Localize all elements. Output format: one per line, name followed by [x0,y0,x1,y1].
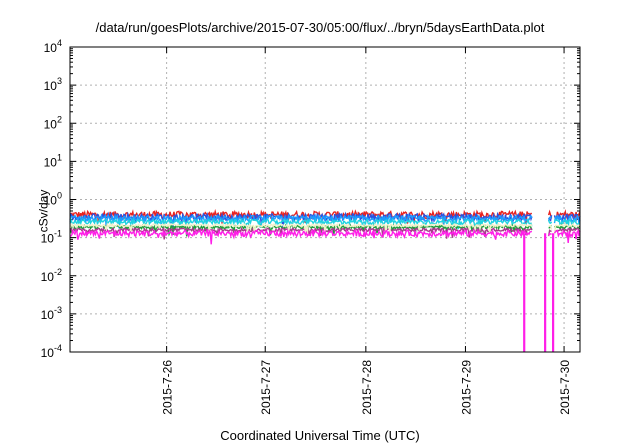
series-line-7 [69,227,581,245]
x-tick-label: 2015-7-30 [558,360,572,415]
y-tick-label: 10-1 [41,229,62,246]
y-tick-label: 10-4 [41,343,62,360]
x-tick-label: 2015-7-29 [459,360,473,415]
chart-title: /data/run/goesPlots/archive/2015-07-30/0… [95,20,545,35]
y-tick-label: 100 [44,191,62,208]
x-tick-label: 2015-7-26 [161,360,175,415]
series-line-3 [69,216,581,230]
y-tick-label: 104 [44,38,62,55]
y-tick-label: 102 [44,114,62,131]
y-tick-label: 10-3 [41,305,62,322]
plot-frame [69,46,581,353]
x-tick-label: 2015-7-28 [360,360,374,415]
x-tick-label: 2015-7-27 [259,360,273,415]
series-line-6 [69,222,581,235]
y-tick-label: 101 [44,152,62,169]
x-axis-label: Coordinated Universal Time (UTC) [220,428,420,443]
y-tick-label: 10-2 [41,267,62,284]
y-tick-label: 103 [44,76,62,93]
